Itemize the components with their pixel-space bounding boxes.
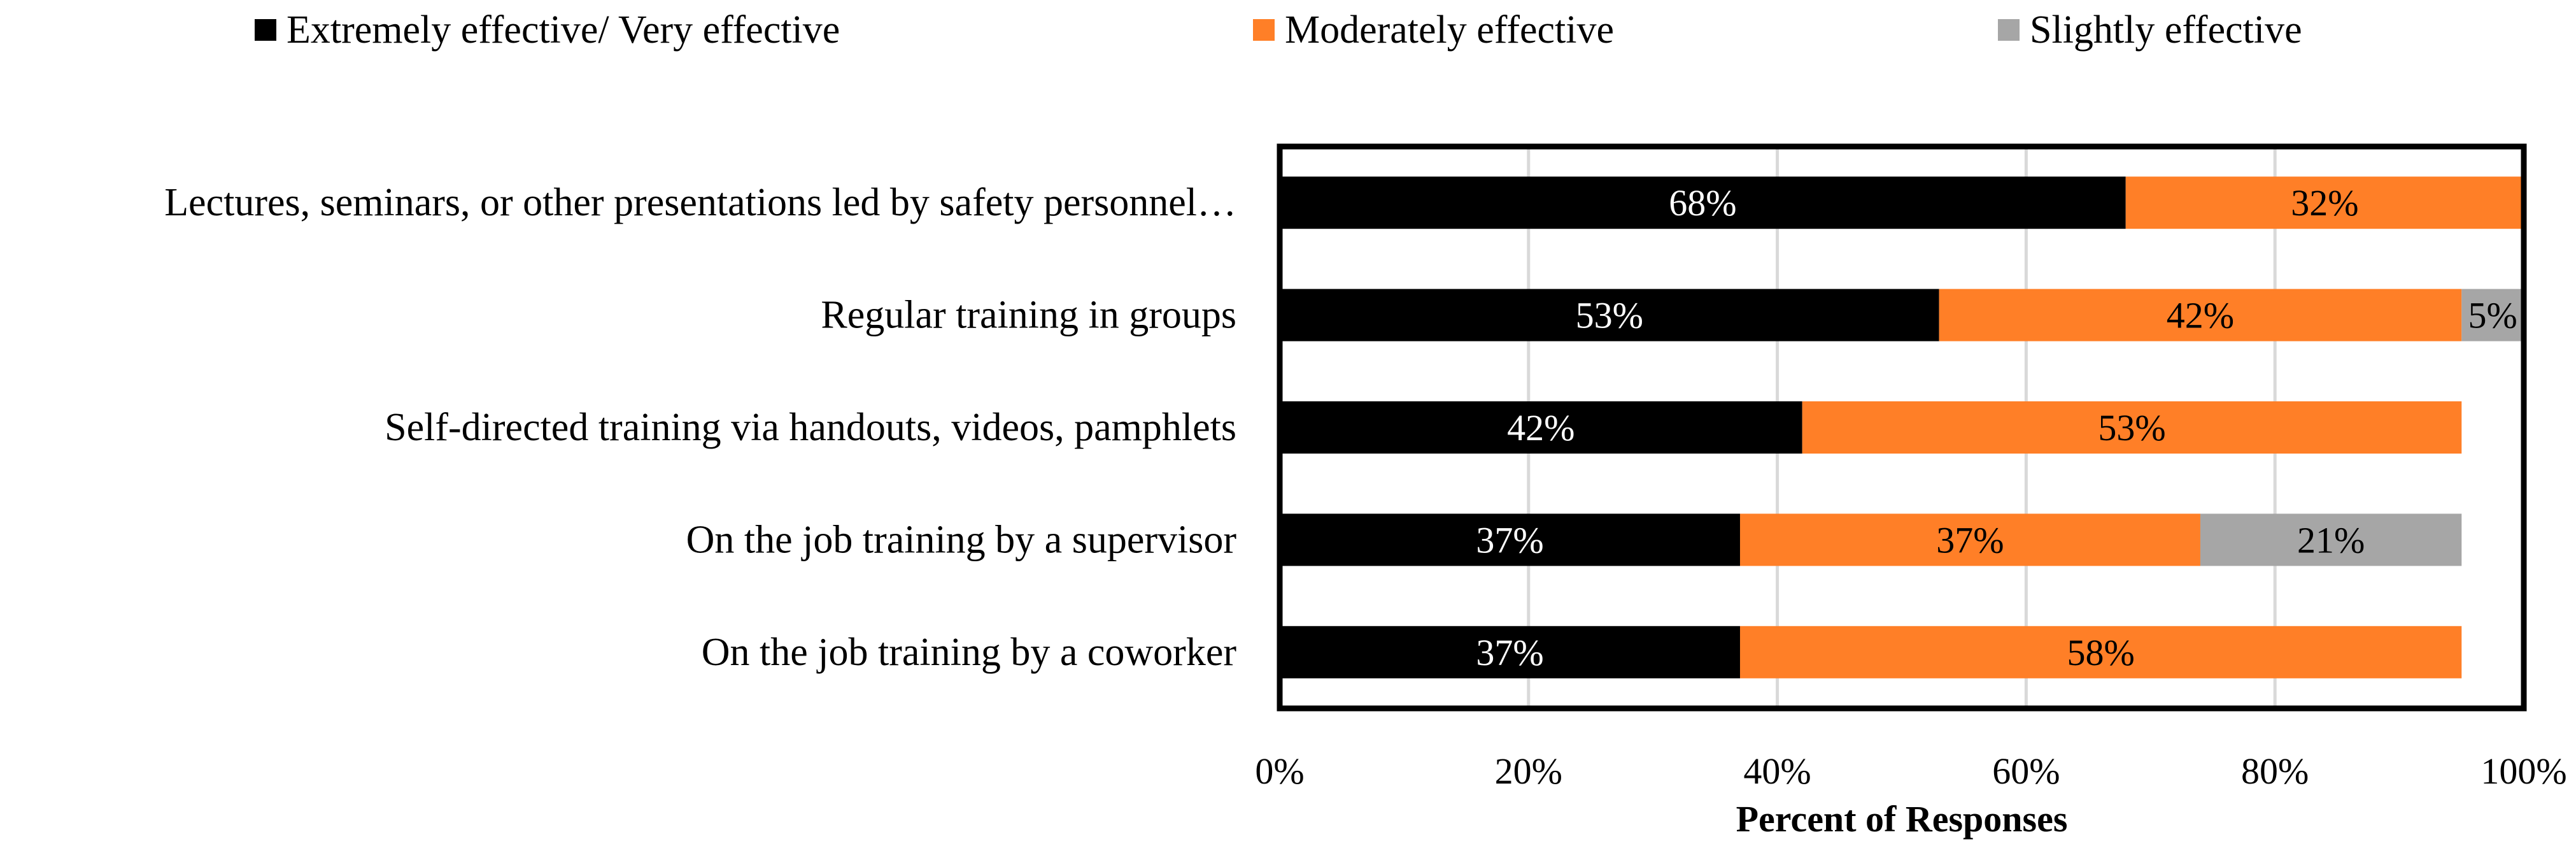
legend-swatch [1253, 19, 1275, 41]
bar-segment [1280, 513, 1740, 566]
data-label: 5% [2468, 295, 2517, 336]
data-label: 53% [2098, 407, 2165, 448]
legend-label: Extremely effective/ Very effective [287, 8, 840, 52]
category-label: Lectures, seminars, or other presentatio… [164, 181, 1236, 224]
category-label: Self-directed training via handouts, vid… [385, 406, 1236, 449]
bar-segment [1280, 401, 1802, 454]
bar-segment [2461, 289, 2524, 341]
legend-label: Moderately effective [1285, 8, 1614, 52]
x-tick-label: 80% [2241, 750, 2309, 792]
plot-frame [1277, 143, 2527, 712]
data-label: 21% [2297, 519, 2365, 561]
bar-segment [1280, 176, 2126, 229]
x-tick-label: 40% [1743, 750, 1811, 792]
data-label: 37% [1476, 519, 1543, 561]
data-label: 32% [2291, 182, 2358, 224]
category-label: On the job training by a supervisor [686, 518, 1237, 561]
legend-swatch [255, 19, 276, 41]
bar-segment [2200, 513, 2462, 566]
legend-swatch [1998, 19, 2020, 41]
category-label: On the job training by a coworker [702, 631, 1237, 674]
data-label: 53% [1576, 295, 1643, 336]
bar-segment [1802, 401, 2462, 454]
x-tick-label: 0% [1255, 750, 1304, 792]
x-axis-title: Percent of Responses [1736, 798, 2068, 840]
data-label: 42% [2167, 295, 2234, 336]
bar-segment [1739, 513, 2200, 566]
data-label: 68% [1669, 182, 1736, 224]
legend: Extremely effective/ Very effective Moder… [255, 8, 2302, 52]
data-labels: 68% 32% 53% 42% 5% 42% 53% 37% 37% 21% 37% 58% [1476, 182, 2517, 673]
data-label: 42% [1507, 407, 1575, 448]
bar-segment [2125, 176, 2524, 229]
x-tick-label: 20% [1495, 750, 1562, 792]
data-label: 37% [1476, 632, 1543, 673]
bar-segment [1280, 289, 1939, 341]
bar-segment [1939, 289, 2462, 341]
category-label: Regular training in groups [821, 294, 1236, 337]
data-label: 37% [1936, 519, 2004, 561]
bar-segment [1739, 626, 2462, 678]
category-labels: Lectures, seminars, or other presentatio… [164, 181, 1236, 674]
x-axis-ticks: 0% 20% 40% 60% 80% 100% [1255, 750, 2566, 792]
legend-label: Slightly effective [2030, 8, 2302, 52]
data-label: 58% [2067, 632, 2134, 673]
bar-segment [1280, 626, 1740, 678]
x-tick-label: 60% [1992, 750, 2060, 792]
x-tick-label: 100% [2480, 750, 2566, 792]
bars [1280, 176, 2524, 678]
